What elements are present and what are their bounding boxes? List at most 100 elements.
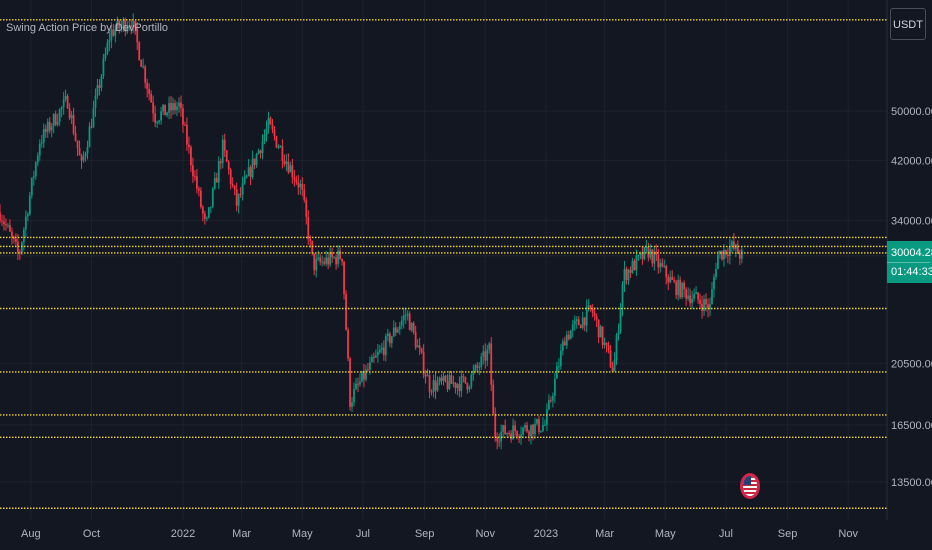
- candle-body: [416, 345, 419, 348]
- candle-body: [90, 126, 93, 128]
- candle-body: [353, 389, 355, 403]
- candle-body: [245, 175, 248, 178]
- candle-body: [156, 122, 159, 124]
- candle-body: [80, 155, 83, 161]
- candle-body: [629, 269, 632, 273]
- candle-body: [56, 121, 59, 125]
- candle-body: [114, 29, 117, 36]
- y-tick-label: 20500.00: [891, 359, 932, 371]
- candle-body: [542, 425, 544, 431]
- candles: [0, 13, 743, 450]
- candle-body: [639, 252, 642, 256]
- candle-body: [176, 106, 178, 110]
- y-tick-label: 34000.00: [891, 215, 932, 227]
- candle-body: [351, 402, 353, 407]
- us-flag-icon[interactable]: [740, 473, 760, 499]
- candle-body: [20, 242, 23, 253]
- candle-body: [494, 413, 497, 438]
- candle-body: [265, 128, 268, 136]
- candle-body: [516, 431, 518, 437]
- candle-body: [233, 185, 236, 190]
- candle-body: [396, 329, 399, 333]
- candle-body: [321, 261, 324, 263]
- candle-body: [323, 261, 326, 264]
- candle-body: [184, 124, 186, 126]
- candle-body: [711, 289, 713, 304]
- candle-body: [363, 371, 365, 380]
- candle-body: [195, 176, 198, 189]
- candle-body: [289, 165, 292, 173]
- candle-body: [466, 382, 469, 390]
- candle-body: [217, 161, 220, 183]
- candle-body: [26, 214, 29, 217]
- candle-body: [291, 165, 294, 178]
- candle-body: [182, 108, 184, 125]
- candle-body: [434, 380, 437, 391]
- candle-body: [597, 319, 600, 338]
- candle-body: [297, 182, 300, 188]
- candle-body: [695, 292, 697, 295]
- flag-canton: [743, 476, 751, 485]
- candle-body: [134, 20, 137, 29]
- candle-body: [683, 282, 686, 290]
- candle-body: [623, 268, 626, 285]
- candle-body: [255, 154, 258, 166]
- candle-body: [402, 315, 405, 321]
- candle-body: [50, 126, 53, 131]
- candle-body: [436, 382, 439, 391]
- candle-body: [500, 431, 503, 442]
- candle-body: [478, 366, 481, 368]
- candle-body: [44, 128, 47, 132]
- candle-body: [209, 206, 212, 208]
- candle-body: [215, 178, 218, 183]
- candle-body: [98, 85, 101, 88]
- x-tick-label: Nov: [838, 528, 858, 540]
- candle-body: [709, 303, 711, 310]
- candle-body: [693, 294, 695, 299]
- candle-body: [303, 189, 306, 201]
- grid-lines: [0, 0, 887, 520]
- candle-body: [18, 252, 21, 254]
- candle-body: [488, 343, 491, 350]
- candle-body: [440, 377, 443, 381]
- y-tick-label: 42000.00: [891, 155, 932, 167]
- candle-body: [599, 326, 602, 338]
- candle-body: [148, 88, 151, 94]
- candle-body: [607, 345, 610, 351]
- currency-button[interactable]: USDT: [890, 8, 926, 40]
- candle-body: [532, 424, 534, 435]
- candle-body: [311, 240, 314, 254]
- candle-body: [613, 359, 616, 372]
- candle-body: [561, 341, 564, 351]
- candle-body: [504, 425, 507, 435]
- candle-body: [261, 140, 264, 154]
- candle-body: [22, 229, 25, 243]
- swing-levels: [0, 19, 887, 509]
- candle-body: [492, 384, 495, 414]
- candle-body: [30, 177, 33, 196]
- candle-body: [124, 20, 127, 32]
- y-tick-label: 13500.00: [891, 477, 932, 489]
- candle-body: [174, 103, 176, 110]
- candle-body: [327, 257, 330, 265]
- candle-body: [86, 147, 89, 154]
- candle-body: [378, 349, 381, 353]
- candle-body: [369, 362, 371, 370]
- candle-body: [555, 366, 558, 379]
- candle-body: [118, 20, 121, 28]
- candle-body: [164, 104, 166, 116]
- candle-body: [643, 247, 646, 260]
- candle-body: [681, 282, 684, 298]
- candle-body: [68, 108, 71, 119]
- candle-body: [593, 312, 596, 317]
- candle-body: [573, 320, 576, 325]
- candle-body: [408, 313, 411, 331]
- candle-body: [486, 349, 489, 361]
- candle-body: [158, 120, 161, 123]
- candle-body: [703, 299, 705, 311]
- candle-body: [506, 433, 509, 435]
- candle-body: [730, 241, 733, 247]
- candle-body: [221, 139, 224, 164]
- candle-body: [462, 376, 465, 378]
